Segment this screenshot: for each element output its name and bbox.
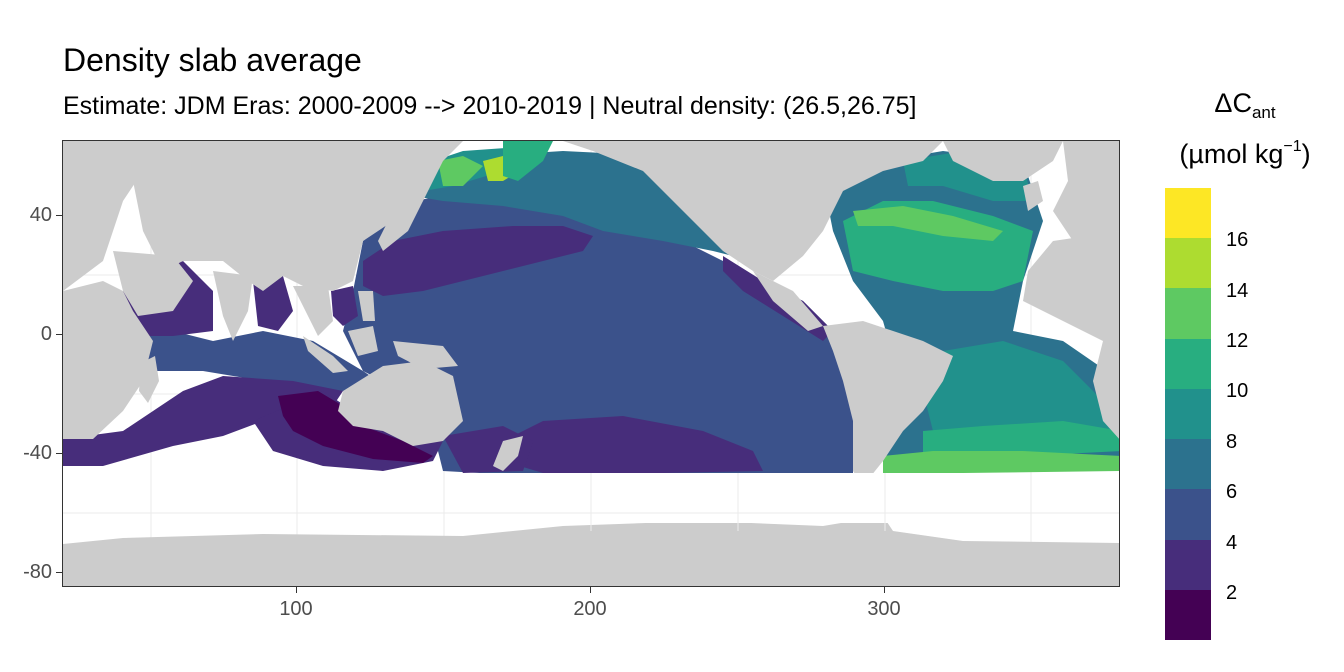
land-greenland: [943, 141, 1063, 181]
x-tick-mark: [590, 587, 591, 593]
land-british-isles: [1023, 181, 1043, 211]
x-tick-label: 200: [573, 598, 607, 620]
land-africa-east: [63, 281, 153, 439]
x-tick-label: 100: [279, 598, 313, 620]
y-tick-mark: [56, 215, 62, 216]
land-sumatra: [303, 336, 348, 373]
ocean-south-china-sea-purple: [331, 286, 358, 326]
land-india: [213, 271, 253, 341]
land-central-america: [753, 271, 823, 331]
legend-label: 14: [1226, 280, 1249, 302]
y-tick-mark: [56, 572, 62, 573]
land-africa-atlantic: [1023, 231, 1119, 439]
legend-title: ΔCant: [1214, 88, 1276, 122]
land-arabia: [113, 251, 193, 316]
legend-label: 2: [1226, 582, 1238, 604]
legend-swatch: [1165, 539, 1211, 590]
legend-swatch: [1165, 388, 1211, 440]
ocean-southern-indian-purple: [63, 376, 343, 466]
gridlines-overlay: [63, 473, 1119, 531]
land-south-america: [823, 321, 953, 486]
legend-label: 4: [1226, 532, 1238, 554]
legend-swatch: [1165, 238, 1211, 289]
legend-swatch: [1165, 489, 1211, 540]
land-japan: [378, 196, 423, 251]
y-tick-label: 0: [40, 323, 52, 345]
x-tick-mark: [884, 587, 885, 593]
legend-swatch: [1165, 439, 1211, 490]
ocean-okhotsk-green: [438, 156, 483, 186]
legend-colorbar: [1165, 188, 1211, 640]
ocean-pacific-north-purple: [363, 226, 593, 296]
y-tick-mark: [56, 453, 62, 454]
ocean-map: [63, 141, 1119, 586]
legend-label: 6: [1226, 481, 1238, 503]
y-tick-label: -80: [23, 561, 52, 583]
legend-swatch: [1165, 589, 1211, 640]
legend-label: 16: [1226, 229, 1249, 251]
land-madagascar: [139, 356, 159, 403]
legend-swatch: [1165, 288, 1211, 339]
x-tick-mark: [296, 587, 297, 593]
legend-unit: (µmol kg−1): [1179, 138, 1311, 169]
y-tick-mark: [56, 334, 62, 335]
chart-subtitle: Estimate: JDM Eras: 2000-2009 --> 2010-2…: [63, 92, 917, 120]
land-europe: [1053, 141, 1119, 241]
ocean-south-pacific-purple: [503, 416, 763, 473]
land: [63, 141, 1119, 586]
land-antarctica: [63, 516, 1119, 586]
land-new-zealand: [493, 436, 523, 471]
land-north-america: [563, 141, 943, 281]
land-africa: [63, 141, 143, 291]
legend-swatch: [1165, 188, 1211, 239]
ocean-south-atlantic-teal: [923, 341, 1119, 446]
land-philippines: [358, 291, 375, 321]
ocean-dark-patch: [278, 391, 433, 463]
land-eurasia: [123, 141, 463, 291]
legend-label: 12: [1226, 330, 1249, 352]
legend-label: 8: [1226, 431, 1238, 453]
y-tick-label: -40: [23, 442, 52, 464]
chart-title: Density slab average: [63, 42, 362, 78]
ocean-gulf-stream-lightgreen: [853, 206, 1003, 241]
legend-swatch: [1165, 338, 1211, 389]
legend-label: 10: [1226, 380, 1249, 402]
land-new-guinea: [393, 341, 458, 369]
x-tick-label: 300: [867, 598, 901, 620]
map-panel: [62, 140, 1120, 587]
ocean-indian: [123, 331, 393, 391]
land-borneo: [348, 326, 378, 356]
y-tick-label: 40: [29, 204, 52, 226]
land-indochina: [293, 286, 333, 336]
ocean-bering-teal: [503, 141, 553, 181]
land-australia: [338, 361, 463, 446]
ocean-south-atlantic-lightgreen: [883, 451, 1119, 473]
